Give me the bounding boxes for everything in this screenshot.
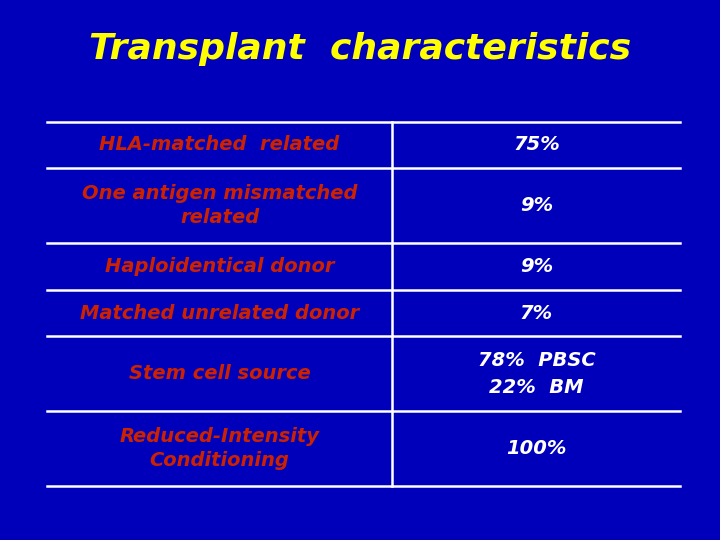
Text: 78%  PBSC
22%  BM: 78% PBSC 22% BM [477, 351, 595, 396]
Text: Stem cell source: Stem cell source [129, 364, 310, 383]
Text: 7%: 7% [520, 303, 553, 322]
Text: 75%: 75% [513, 136, 559, 154]
Text: 9%: 9% [520, 196, 553, 215]
Text: One antigen mismatched
related: One antigen mismatched related [82, 184, 357, 227]
Text: Transplant  characteristics: Transplant characteristics [89, 32, 631, 65]
Text: Haploidentical donor: Haploidentical donor [105, 257, 334, 276]
Text: 100%: 100% [506, 439, 567, 458]
Text: HLA-matched  related: HLA-matched related [99, 136, 340, 154]
Text: Reduced-Intensity
Conditioning: Reduced-Intensity Conditioning [120, 427, 320, 470]
Text: Matched unrelated donor: Matched unrelated donor [80, 303, 359, 322]
Text: 9%: 9% [520, 257, 553, 276]
